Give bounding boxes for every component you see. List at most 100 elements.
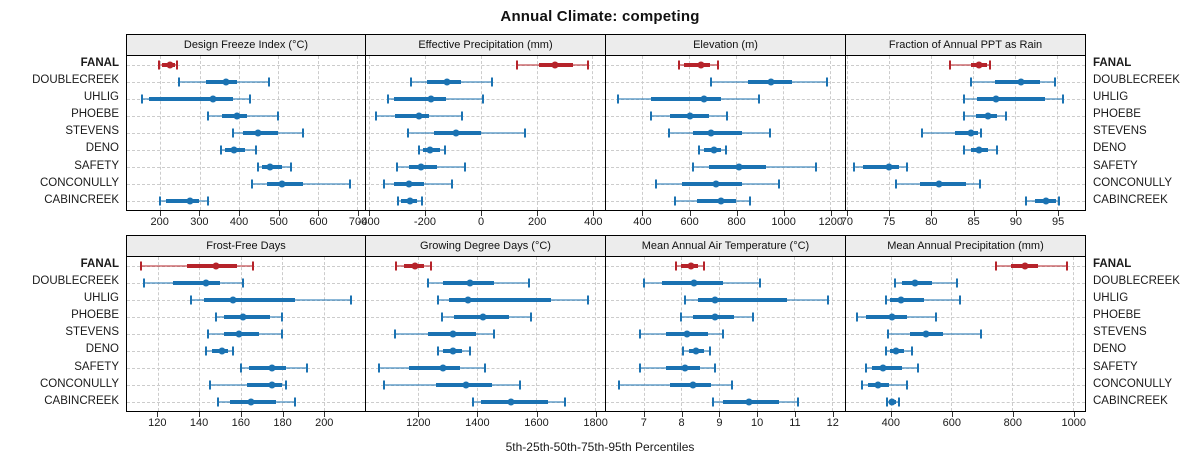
- whisker-cap: [826, 77, 829, 87]
- site-label: DENO: [1093, 343, 1127, 356]
- whisker-cap: [678, 60, 681, 70]
- median-dot: [967, 129, 975, 137]
- percentile-band-25-75: [149, 96, 233, 101]
- whisker-cap: [649, 111, 652, 121]
- median-dot: [879, 364, 887, 372]
- whisker-cap: [682, 346, 685, 356]
- row-gridline: [606, 334, 845, 335]
- axis-tick: [239, 211, 241, 216]
- site-label: DENO: [1093, 142, 1127, 155]
- median-dot: [692, 347, 700, 355]
- whisker-cap: [395, 162, 398, 172]
- median-dot: [711, 296, 719, 304]
- row-gridline: [846, 81, 1085, 83]
- whisker-cap: [277, 111, 280, 121]
- axis-tick: [951, 412, 953, 417]
- whisker-cap: [142, 278, 145, 288]
- median-dot: [268, 364, 276, 372]
- axis-tick-label: 85: [967, 216, 980, 228]
- panel-plot-area: [126, 56, 366, 211]
- percentile-band-25-75: [684, 62, 710, 67]
- whisker-cap: [440, 312, 443, 322]
- percentile-band-25-75: [697, 199, 736, 204]
- axis-tick-label: 1200: [818, 216, 843, 228]
- median-dot: [405, 180, 413, 188]
- site-label: STEVENS: [1093, 326, 1147, 339]
- panel-strip-title: Growing Degree Days (°C): [366, 235, 606, 257]
- whisker-cap: [190, 295, 193, 305]
- median-dot: [707, 129, 715, 137]
- panel-5: Frost-Free Days 120 140 160 180 200: [126, 235, 366, 433]
- percentile-band-25-75: [866, 314, 907, 319]
- whisker-cap: [518, 380, 521, 390]
- whisker-cap: [655, 179, 658, 189]
- row-gridline: [366, 98, 605, 100]
- whisker-cap: [217, 397, 220, 407]
- median-dot: [975, 146, 983, 154]
- percentile-band-25-75: [994, 79, 1040, 84]
- site-labels-left: FANAL DOUBLECREEK UHLIG PHOEBE STEVENS DENO SA…: [0, 34, 126, 209]
- median-dot: [411, 262, 419, 270]
- axis-tick: [832, 412, 834, 417]
- whisker-cap: [616, 94, 619, 104]
- median-dot: [439, 364, 447, 372]
- axis-tick-label: 1600: [524, 417, 549, 429]
- axis-tick: [719, 412, 721, 417]
- axis-tick: [973, 211, 975, 216]
- whisker-cap: [528, 278, 531, 288]
- median-dot: [689, 381, 697, 389]
- axis-tick: [199, 412, 201, 417]
- axis-tick-label: -400: [357, 216, 380, 228]
- whisker-cap: [778, 179, 781, 189]
- median-dot: [230, 146, 238, 154]
- tick-gridline: [199, 257, 201, 411]
- whisker-cap: [916, 363, 919, 373]
- median-dot: [443, 78, 451, 86]
- median-dot: [711, 313, 719, 321]
- panel-plot-area: [606, 56, 846, 211]
- whisker-cap: [302, 128, 305, 138]
- whisker-cap: [231, 128, 234, 138]
- median-dot: [712, 180, 720, 188]
- row-gridline: [127, 201, 365, 203]
- axis-tick-label: 600: [942, 417, 961, 429]
- percentile-band-25-75: [409, 366, 460, 371]
- axis-tick: [757, 412, 759, 417]
- median-dot: [700, 95, 708, 103]
- whisker-cap: [905, 380, 908, 390]
- axis-tick-label: 180: [273, 417, 292, 429]
- whisker-cap: [642, 278, 645, 288]
- axis-tick: [481, 211, 483, 216]
- percentile-band-25-75: [203, 297, 295, 302]
- axis-tick-label: 500: [269, 216, 288, 228]
- axis-tick-label: 80: [925, 216, 938, 228]
- whisker-cap: [386, 94, 389, 104]
- percentile-band-25-75: [206, 79, 237, 84]
- panel-row-bottom: FANAL DOUBLECREEK UHLIG PHOEBE STEVENS DENO SA…: [0, 235, 1200, 433]
- axis-tick-label: 75: [882, 216, 896, 228]
- whisker-cap: [759, 278, 762, 288]
- whisker-cap: [481, 94, 484, 104]
- tick-gridline: [829, 56, 831, 210]
- whisker-cap: [490, 77, 493, 87]
- axis-tick-label: 1200: [406, 417, 431, 429]
- axis-tick-label: -200: [413, 216, 436, 228]
- whisker-cap: [587, 60, 590, 70]
- site-label: DOUBLECREEK: [1093, 275, 1180, 288]
- axis-tick: [368, 211, 370, 216]
- median-dot: [1017, 78, 1025, 86]
- axis-tick: [1012, 412, 1014, 417]
- site-label: DOUBLECREEK: [32, 275, 119, 288]
- whisker-cap: [885, 295, 888, 305]
- tick-gridline: [317, 56, 319, 210]
- panel-strip-title: Fraction of Annual PPT as Rain: [846, 34, 1086, 56]
- whisker-cap: [444, 145, 447, 155]
- tick-gridline: [756, 257, 758, 411]
- panel-plot-area: [846, 56, 1086, 211]
- site-label: CABINCREEK: [1093, 394, 1168, 407]
- median-dot: [222, 78, 230, 86]
- site-label: CONCONULLY: [1093, 377, 1173, 390]
- median-dot: [717, 197, 725, 205]
- axis-tick: [931, 211, 933, 216]
